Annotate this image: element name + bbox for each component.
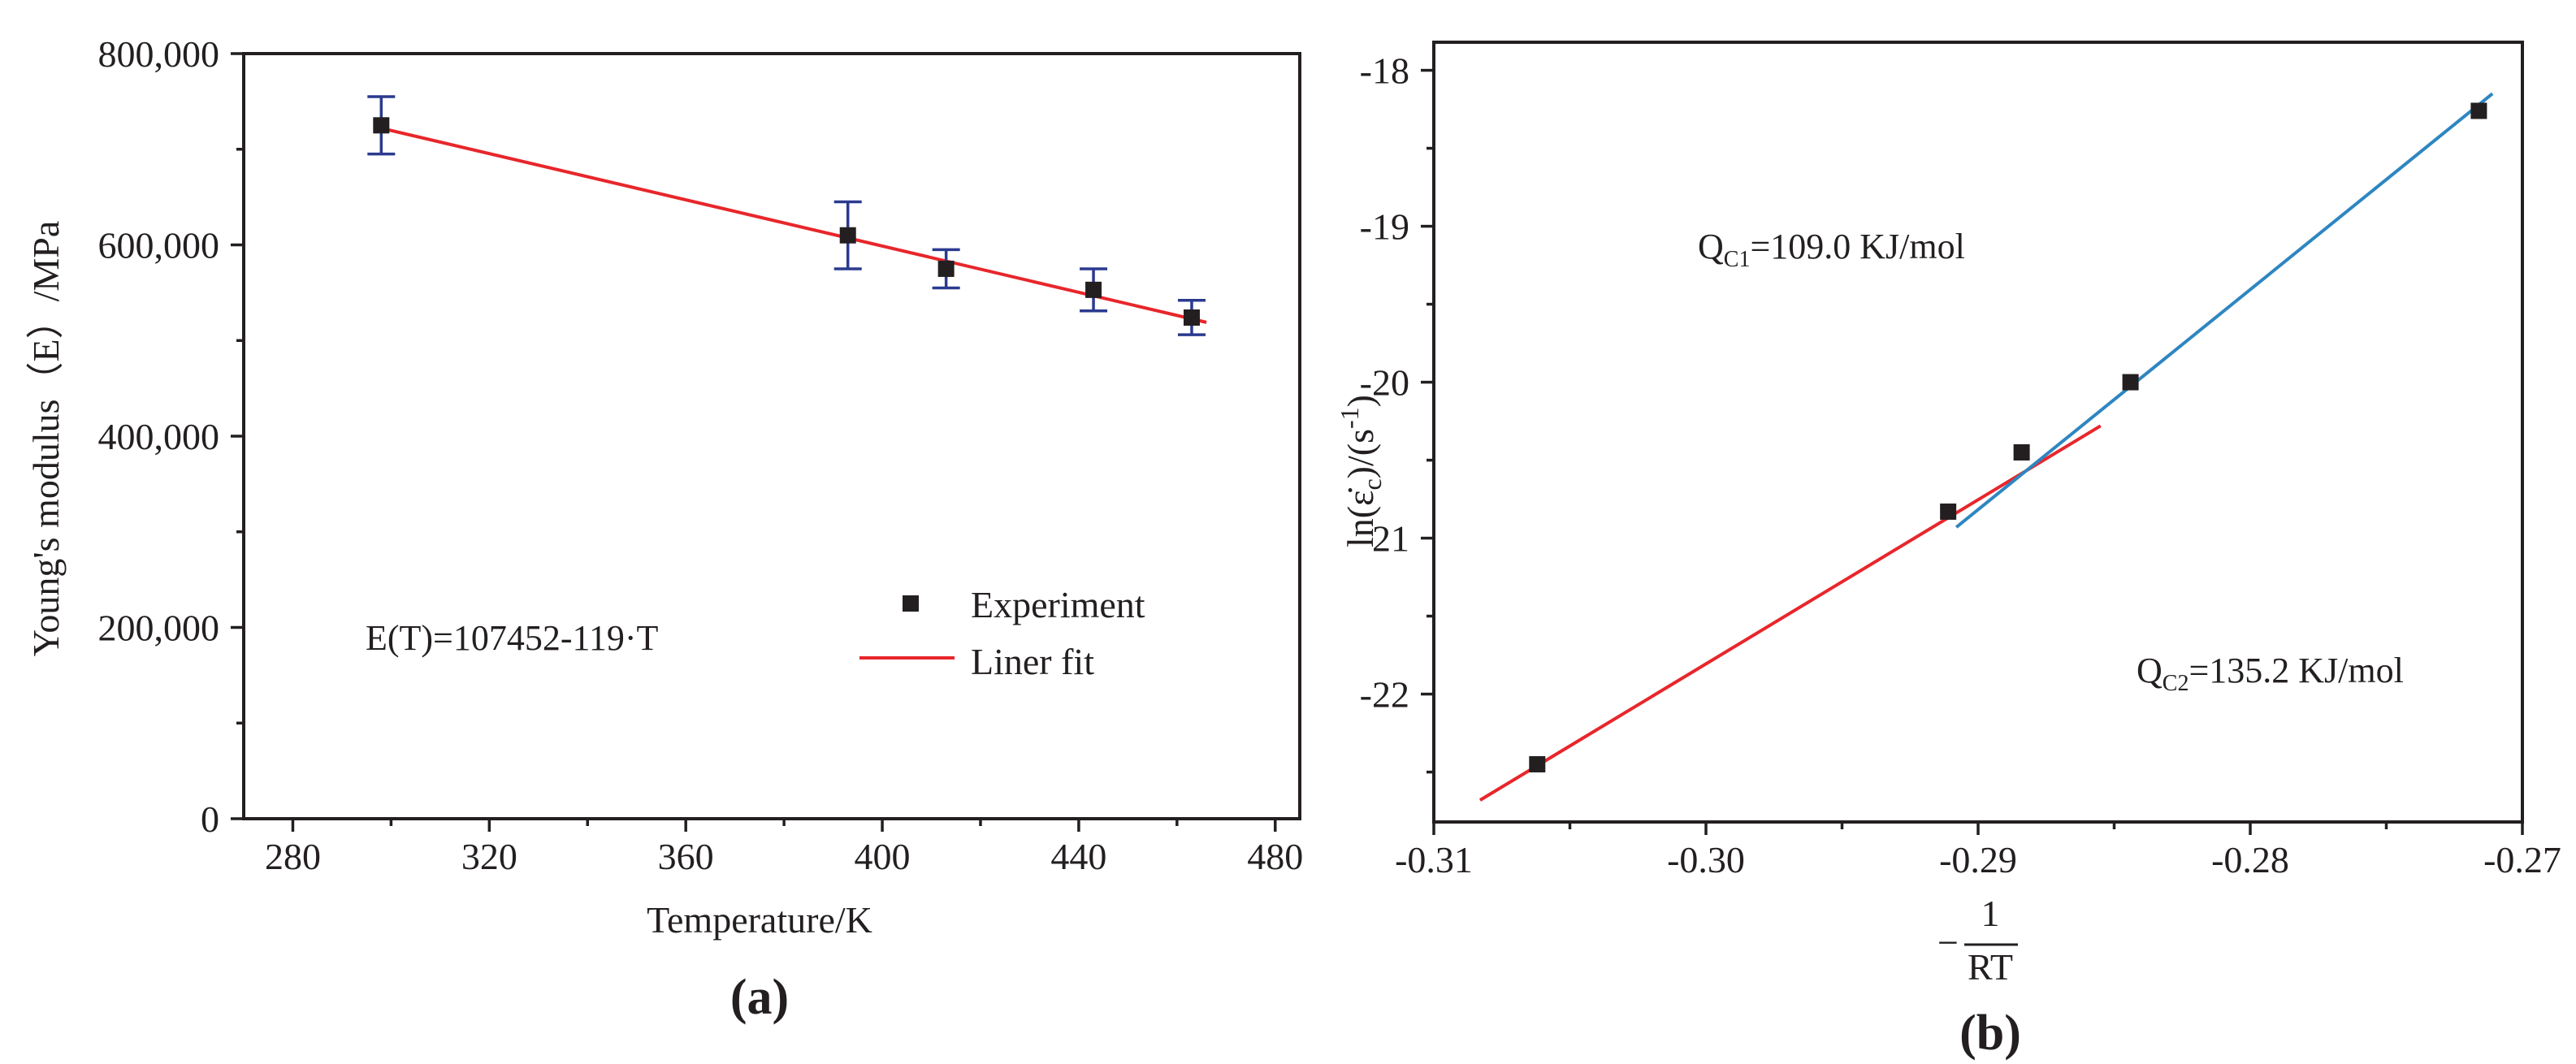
panel-b-qc2-annotation: QC2=135.2 KJ/mol (2137, 651, 2404, 696)
x-tick-label: -0.28 (2211, 839, 2289, 880)
x-tick-label: -0.30 (1667, 839, 1745, 880)
fit-line (380, 126, 1207, 324)
panel-b-label: (b) (1959, 1006, 2021, 1061)
x-tick-label: -0.29 (1939, 839, 2017, 880)
x-tick-label: 440 (1050, 836, 1106, 877)
panel-a-marks (367, 95, 1207, 336)
qc1-value: =109.0 KJ/mol (1750, 227, 1964, 266)
qc2-value: =135.2 KJ/mol (2189, 651, 2403, 690)
panel-b-arrhenius-chart: -0.31 -0.30 -0.29 -0.28 -0.27 -22 -21 -20 -19 -1… (1335, 41, 2561, 1061)
legend-experiment-marker (903, 595, 919, 612)
ylabel-strain-rate: ε̇ (1340, 488, 1381, 506)
legend-fit-label: Liner fit (971, 641, 1094, 682)
x-tick-label: 320 (461, 836, 517, 877)
x-tick-label: 480 (1247, 836, 1303, 877)
y-tick-label: 600,000 (98, 225, 220, 266)
data-point (839, 227, 856, 244)
panel-a-young-modulus-chart: 280 320 360 400 440 480 0 200,000 400,000 600,00… (25, 33, 1303, 1025)
qc1-q: Q (1698, 227, 1724, 266)
y-tick-label: 0 (201, 798, 219, 840)
x-tick-label: 400 (855, 836, 911, 877)
panel-a-x-axis: 280 320 360 400 440 480 (265, 819, 1303, 877)
data-point (937, 260, 955, 277)
panel-b-y-axis-title: ln(ε̇c)/(s-1) (1335, 395, 1387, 547)
y-tick-label: -19 (1360, 206, 1409, 248)
y-tick-label: -22 (1360, 674, 1409, 716)
ylabel-ln: ln( (1340, 506, 1381, 547)
xlabel-minus: − (1937, 922, 1959, 963)
y-tick-label: 400,000 (98, 416, 220, 457)
x-tick-label: 360 (658, 836, 714, 877)
legend-experiment-label: Experiment (971, 584, 1145, 625)
ylabel-sup: -1 (1335, 407, 1364, 429)
qc1-sub: C1 (1724, 247, 1751, 272)
y-tick-label: -18 (1360, 50, 1409, 92)
xlabel-numerator: 1 (1981, 893, 2000, 934)
data-point (1183, 309, 1200, 326)
ylabel-close: ) (1340, 395, 1381, 407)
data-point (2013, 443, 2030, 461)
xlabel-denominator: RT (1968, 946, 2013, 988)
y-tick-label: 800,000 (98, 33, 220, 75)
data-point (1529, 755, 1546, 772)
y-tick-label: -20 (1360, 362, 1409, 404)
x-tick-label: -0.27 (2483, 839, 2561, 880)
data-point (2122, 374, 2139, 391)
panel-b-qc1-annotation: QC1=109.0 KJ/mol (1698, 227, 1965, 272)
ylabel-unit: )/(s (1340, 429, 1381, 478)
panel-b-plot-frame (1432, 41, 2524, 824)
qc2-sub: C2 (2163, 671, 2189, 696)
data-point (2470, 102, 2487, 119)
qc2-q: Q (2137, 651, 2163, 690)
panel-a-label: (a) (730, 970, 789, 1025)
y-tick-label: 200,000 (98, 608, 220, 649)
panel-b-y-axis: -22 -21 -20 -19 -18 (1360, 50, 1434, 774)
data-point (1940, 503, 1957, 520)
panel-a-x-axis-title: Temperature/K (647, 899, 872, 941)
svg-text:ln(ε̇c)/(s-1): ln(ε̇c)/(s-1) (1335, 395, 1387, 547)
panel-b-x-axis-title: − 1 RT (1937, 893, 2018, 988)
panel-a-plot-frame (242, 52, 1301, 820)
fit-line (1478, 424, 2102, 802)
data-point (373, 117, 390, 134)
data-point (1085, 281, 1102, 298)
panel-b-x-axis: -0.31 -0.30 -0.29 -0.28 -0.27 (1395, 822, 2561, 880)
x-tick-label: 280 (265, 836, 321, 877)
ylabel-sub: c (1357, 478, 1387, 490)
panel-a-y-axis-title: Young's modulus（E）/MPa (25, 221, 67, 657)
y-tick-label: -21 (1360, 518, 1409, 560)
panel-a-y-axis: 0 200,000 400,000 600,000 800,000 (98, 33, 244, 840)
panel-a-fit-equation: E(T)=107452-119·T (366, 618, 659, 658)
x-tick-label: -0.31 (1395, 839, 1473, 880)
fit-line (1955, 92, 2494, 529)
panel-b-marks (1478, 92, 2494, 802)
panel-a-legend: Experiment Liner fit (859, 584, 1145, 682)
